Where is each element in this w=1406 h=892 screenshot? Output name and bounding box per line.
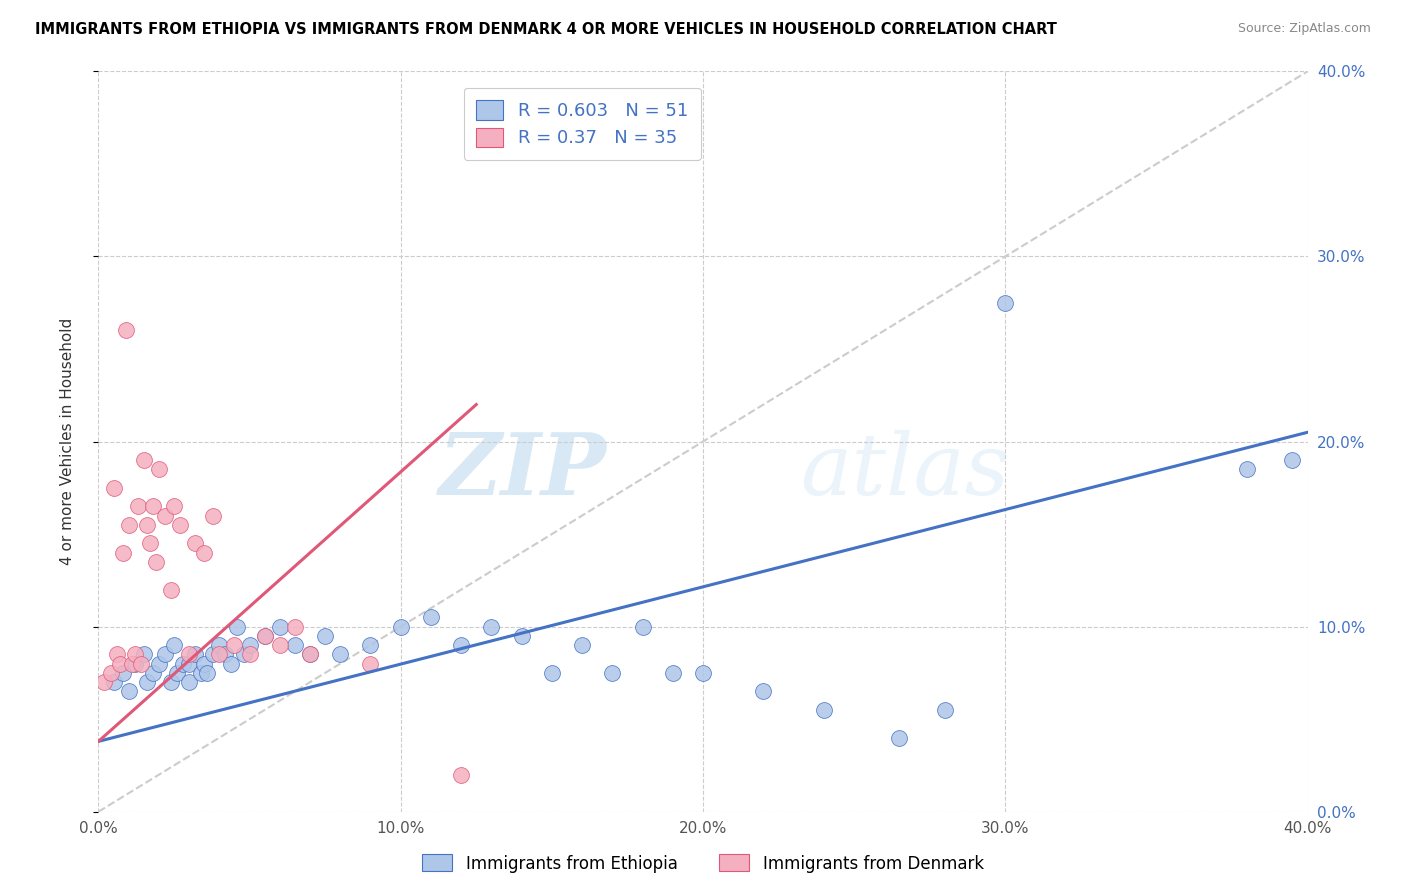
Point bbox=[195, 665, 218, 680]
Point bbox=[179, 675, 201, 690]
Point bbox=[481, 619, 503, 633]
Y-axis label: 4 or more Vehicles in Household: 4 or more Vehicles in Household bbox=[60, 318, 75, 566]
Point bbox=[93, 675, 115, 690]
Point bbox=[253, 629, 276, 643]
Point bbox=[208, 648, 231, 662]
Point bbox=[153, 508, 176, 523]
Point bbox=[105, 648, 128, 662]
Point bbox=[163, 500, 186, 514]
Point bbox=[571, 638, 593, 652]
Legend: Immigrants from Ethiopia, Immigrants from Denmark: Immigrants from Ethiopia, Immigrants fro… bbox=[416, 847, 990, 880]
Text: ZIP: ZIP bbox=[439, 429, 606, 513]
Point bbox=[179, 648, 201, 662]
Point bbox=[103, 675, 125, 690]
Point bbox=[202, 508, 225, 523]
Point bbox=[169, 517, 191, 532]
Point bbox=[166, 665, 188, 680]
Point bbox=[450, 767, 472, 781]
Point bbox=[153, 648, 176, 662]
Point bbox=[202, 648, 225, 662]
Point bbox=[172, 657, 194, 671]
Point bbox=[253, 629, 276, 643]
Point bbox=[148, 462, 170, 476]
Point bbox=[179, 657, 201, 671]
Point bbox=[360, 638, 382, 652]
Point bbox=[1281, 453, 1303, 467]
Point bbox=[142, 665, 165, 680]
Point bbox=[132, 648, 155, 662]
Point bbox=[631, 619, 654, 633]
Point bbox=[127, 500, 149, 514]
Point bbox=[1236, 462, 1258, 476]
Point bbox=[111, 665, 134, 680]
Point bbox=[752, 684, 775, 698]
Point bbox=[602, 665, 624, 680]
Point bbox=[124, 648, 146, 662]
Point bbox=[284, 638, 307, 652]
Point bbox=[160, 582, 183, 597]
Point bbox=[299, 648, 322, 662]
Point bbox=[994, 295, 1017, 310]
Point bbox=[299, 648, 322, 662]
Point bbox=[103, 481, 125, 495]
Point bbox=[118, 517, 141, 532]
Point bbox=[163, 638, 186, 652]
Point bbox=[139, 536, 162, 550]
Point bbox=[813, 703, 835, 717]
Point bbox=[193, 545, 215, 560]
Point bbox=[135, 517, 157, 532]
Point bbox=[269, 619, 291, 633]
Point bbox=[208, 638, 231, 652]
Point bbox=[135, 675, 157, 690]
Point bbox=[360, 657, 382, 671]
Point bbox=[148, 657, 170, 671]
Point bbox=[184, 648, 207, 662]
Point bbox=[239, 638, 262, 652]
Point bbox=[214, 648, 236, 662]
Point bbox=[145, 555, 167, 569]
Text: IMMIGRANTS FROM ETHIOPIA VS IMMIGRANTS FROM DENMARK 4 OR MORE VEHICLES IN HOUSEH: IMMIGRANTS FROM ETHIOPIA VS IMMIGRANTS F… bbox=[35, 22, 1057, 37]
Point bbox=[510, 629, 533, 643]
Point bbox=[111, 545, 134, 560]
Point bbox=[314, 629, 336, 643]
Legend: R = 0.603   N = 51, R = 0.37   N = 35: R = 0.603 N = 51, R = 0.37 N = 35 bbox=[464, 87, 700, 160]
Point bbox=[329, 648, 352, 662]
Point bbox=[129, 657, 152, 671]
Point bbox=[284, 619, 307, 633]
Point bbox=[142, 500, 165, 514]
Point bbox=[184, 536, 207, 550]
Point bbox=[221, 657, 243, 671]
Point bbox=[121, 657, 143, 671]
Point bbox=[889, 731, 911, 745]
Point bbox=[124, 657, 146, 671]
Point bbox=[661, 665, 683, 680]
Point bbox=[132, 453, 155, 467]
Text: Source: ZipAtlas.com: Source: ZipAtlas.com bbox=[1237, 22, 1371, 36]
Point bbox=[269, 638, 291, 652]
Point bbox=[224, 638, 246, 652]
Point bbox=[160, 675, 183, 690]
Point bbox=[226, 619, 249, 633]
Point bbox=[190, 665, 212, 680]
Point bbox=[114, 324, 136, 338]
Point bbox=[108, 657, 131, 671]
Point bbox=[934, 703, 956, 717]
Point bbox=[193, 657, 215, 671]
Point bbox=[540, 665, 562, 680]
Point bbox=[420, 610, 443, 624]
Text: atlas: atlas bbox=[800, 430, 1010, 513]
Point bbox=[450, 638, 472, 652]
Point bbox=[692, 665, 714, 680]
Point bbox=[118, 684, 141, 698]
Point bbox=[232, 648, 254, 662]
Point bbox=[100, 665, 122, 680]
Point bbox=[239, 648, 262, 662]
Point bbox=[389, 619, 412, 633]
